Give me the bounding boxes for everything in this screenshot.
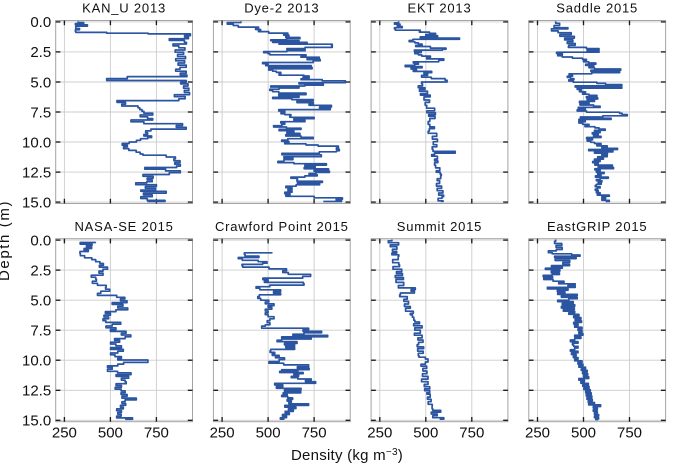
svg-text:250: 250 <box>210 425 235 442</box>
svg-text:15.0: 15.0 <box>22 194 51 211</box>
svg-text:500: 500 <box>571 425 596 442</box>
svg-text:10.0: 10.0 <box>22 134 51 151</box>
svg-text:750: 750 <box>144 425 169 442</box>
svg-text:EKT 2013: EKT 2013 <box>408 1 472 16</box>
svg-text:750: 750 <box>617 425 642 442</box>
svg-text:5.0: 5.0 <box>30 74 51 91</box>
svg-text:250: 250 <box>52 425 77 442</box>
svg-text:500: 500 <box>256 425 281 442</box>
svg-text:Density (kg m−3): Density (kg m−3) <box>291 447 403 464</box>
svg-text:0.0: 0.0 <box>30 232 51 249</box>
svg-text:5.0: 5.0 <box>30 293 51 310</box>
svg-text:KAN_U 2013: KAN_U 2013 <box>82 1 166 16</box>
svg-text:Summit 2015: Summit 2015 <box>397 219 482 234</box>
svg-text:250: 250 <box>367 425 392 442</box>
svg-text:250: 250 <box>525 425 550 442</box>
svg-text:Saddle 2015: Saddle 2015 <box>556 1 638 16</box>
svg-text:Crawford Point 2015: Crawford Point 2015 <box>215 219 349 234</box>
svg-text:7.5: 7.5 <box>30 323 51 340</box>
svg-text:EastGRIP 2015: EastGRIP 2015 <box>547 219 648 234</box>
svg-text:2.5: 2.5 <box>30 44 51 61</box>
svg-text:Depth (m): Depth (m) <box>0 200 13 281</box>
svg-text:750: 750 <box>459 425 484 442</box>
svg-text:500: 500 <box>413 425 438 442</box>
svg-text:500: 500 <box>98 425 123 442</box>
svg-text:NASA-SE 2015: NASA-SE 2015 <box>74 219 173 234</box>
svg-text:7.5: 7.5 <box>30 104 51 121</box>
svg-text:12.5: 12.5 <box>22 383 51 400</box>
svg-text:15.0: 15.0 <box>22 413 51 430</box>
svg-text:Dye-2 2013: Dye-2 2013 <box>244 1 319 16</box>
svg-text:0.0: 0.0 <box>30 14 51 31</box>
svg-text:2.5: 2.5 <box>30 262 51 279</box>
svg-text:750: 750 <box>302 425 327 442</box>
svg-text:12.5: 12.5 <box>22 164 51 181</box>
svg-text:10.0: 10.0 <box>22 353 51 370</box>
